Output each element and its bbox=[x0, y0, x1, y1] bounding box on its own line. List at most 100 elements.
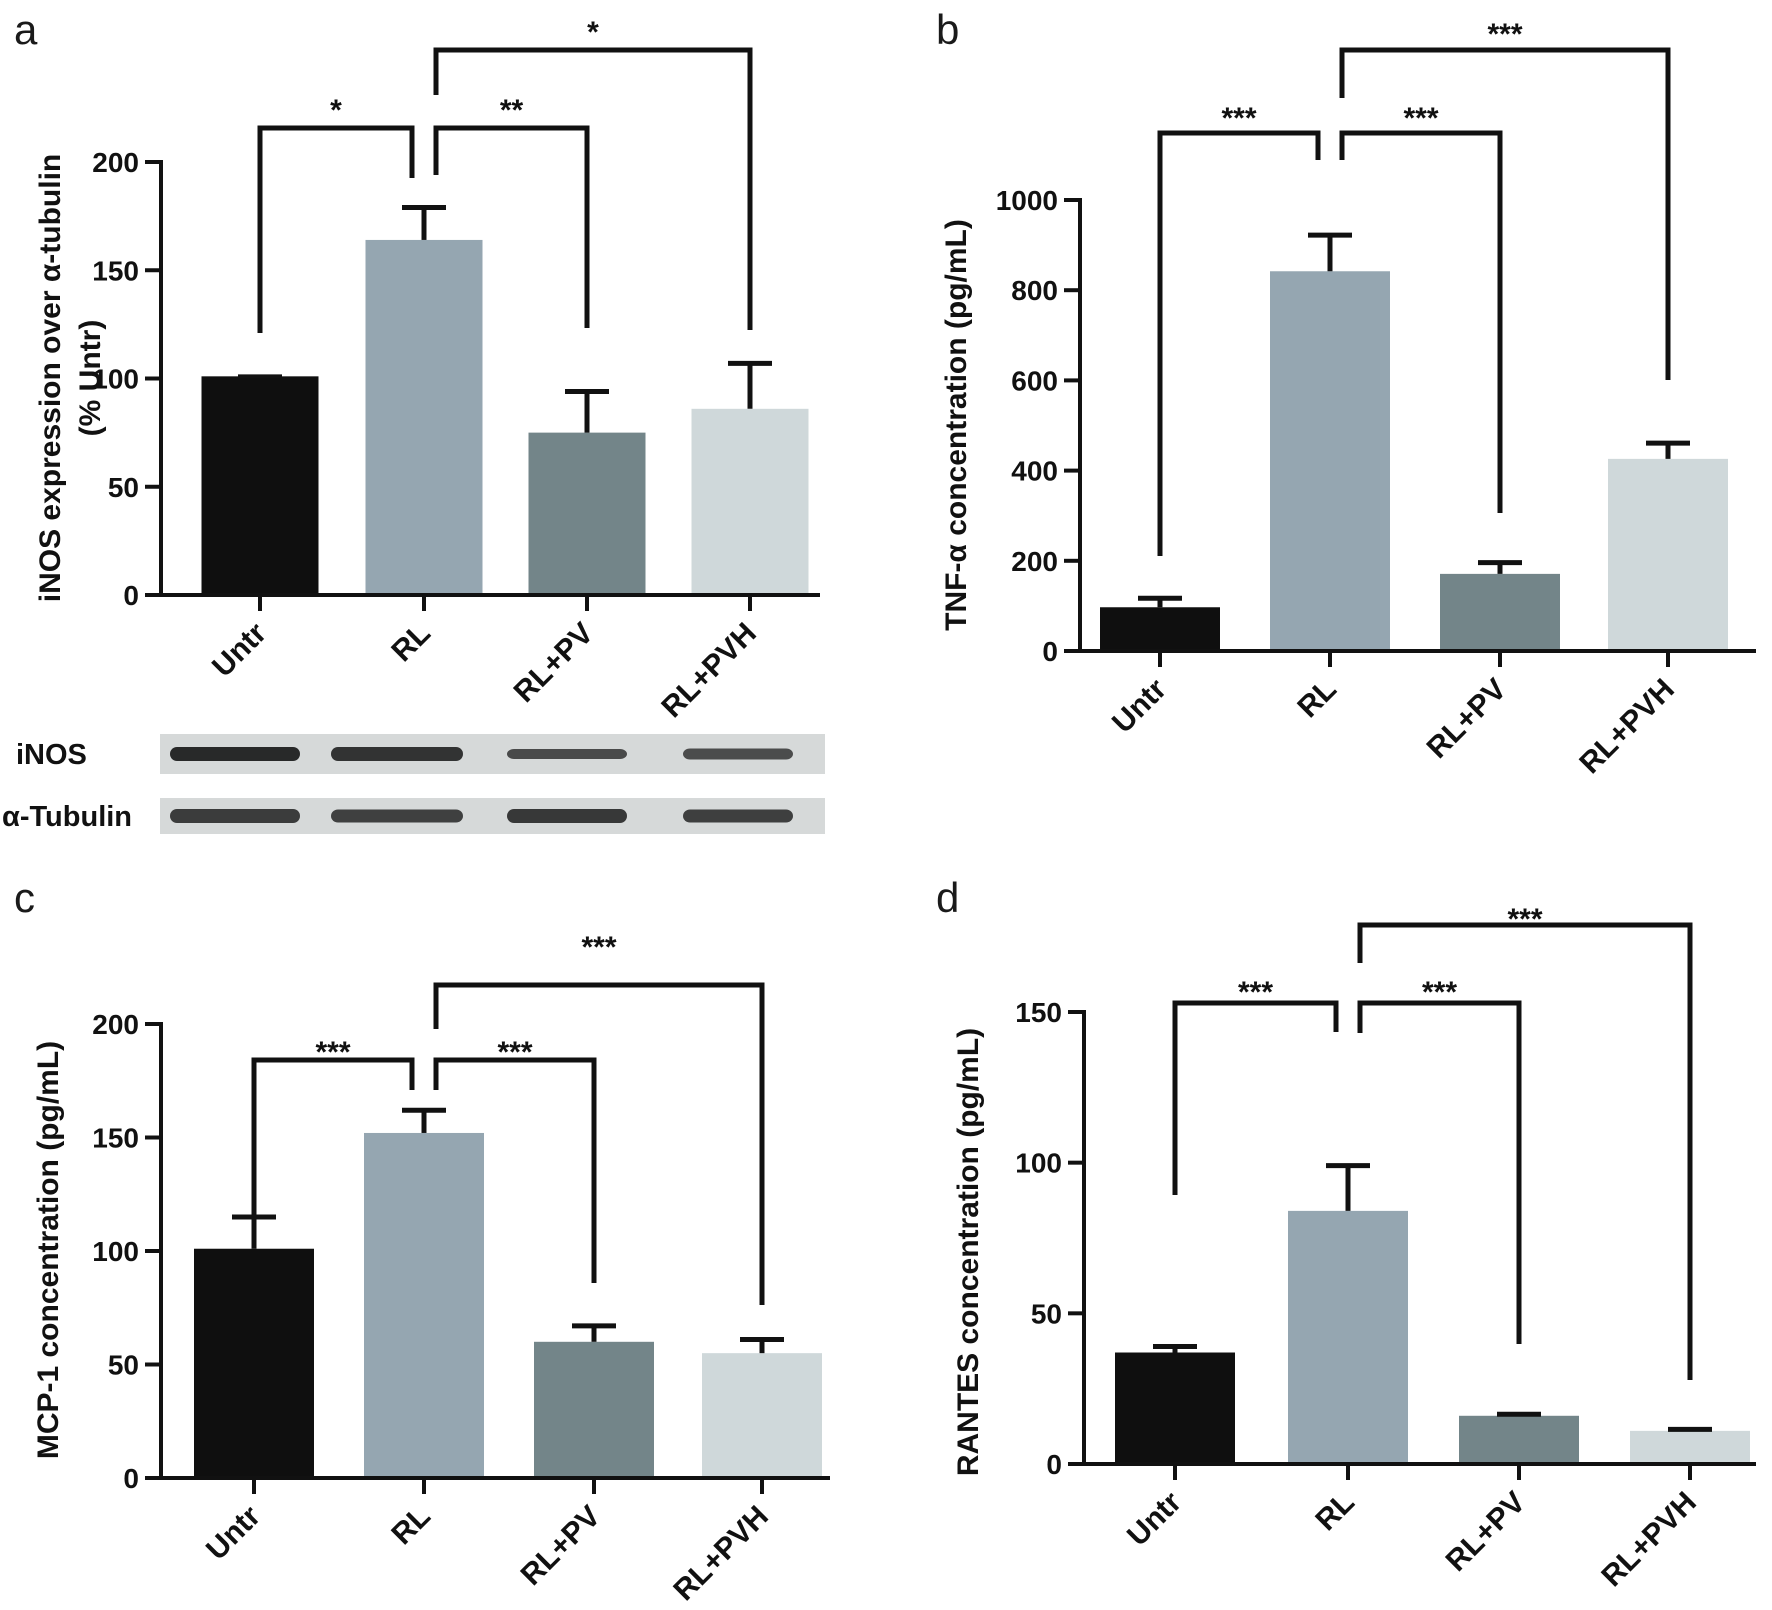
significance-label: *** bbox=[1238, 976, 1273, 1009]
y-axis-label: MCP-1 concentration (pg/mL) bbox=[32, 1041, 65, 1459]
bar-rl-pv bbox=[1459, 1415, 1579, 1464]
x-tick-label: RL+PVH bbox=[655, 617, 763, 725]
significance-bracket bbox=[433, 125, 590, 328]
chart-panel-d: d RANTES concentration (pg/mL) 0 50 100 150 Un… bbox=[936, 874, 1756, 1593]
bar-rl-pvh bbox=[1630, 1430, 1750, 1464]
y-tick-label: 600 bbox=[1011, 365, 1058, 396]
bar-untr bbox=[201, 376, 319, 595]
significance-bracket bbox=[433, 47, 753, 330]
bar-untr bbox=[194, 1248, 314, 1478]
chart-panel-c: c MCP-1 concentration (pg/mL) 0 50 100 150 200… bbox=[14, 874, 830, 1607]
significance-bracket bbox=[251, 1057, 415, 1248]
significance-label: *** bbox=[1422, 976, 1457, 1009]
panel-label: d bbox=[936, 874, 959, 921]
chart-panel-b: b TNF-α concentration (pg/mL) 0 200 400 600 80… bbox=[936, 6, 1756, 780]
x-tick-label: RL+PV bbox=[1421, 673, 1513, 765]
blot-band bbox=[507, 809, 627, 823]
y-tick-label: 200 bbox=[1011, 546, 1058, 577]
x-tick-label: RL+PVH bbox=[1595, 1486, 1703, 1594]
blot-row-label: α-Tubulin bbox=[2, 801, 132, 833]
x-tick-label: RL bbox=[385, 1500, 437, 1552]
significance-bracket bbox=[1172, 1000, 1339, 1195]
panel-label: b bbox=[936, 6, 959, 53]
y-tick-label: 100 bbox=[92, 364, 139, 395]
significance-bracket bbox=[433, 982, 765, 1305]
bar-untr bbox=[1100, 607, 1220, 651]
x-tick-label: RL+PV bbox=[1440, 1486, 1532, 1578]
bar-rl-pvh bbox=[1608, 458, 1728, 651]
bar-rl bbox=[1270, 271, 1390, 651]
x-tick-label: RL+PVH bbox=[667, 1500, 775, 1608]
significance-label: *** bbox=[315, 1036, 350, 1069]
y-tick-label: 0 bbox=[123, 1463, 139, 1494]
bar-rl-pv bbox=[1440, 573, 1560, 651]
y-axis-label: TNF-α concentration (pg/mL) bbox=[940, 219, 973, 631]
y-tick-label: 200 bbox=[92, 1009, 139, 1040]
chart-panel-a: a iNOS expression over α-tubulin (% Untr) 0… bbox=[2, 6, 825, 834]
y-axis-label-secondary: (% Untr) bbox=[74, 320, 107, 437]
significance-label: *** bbox=[581, 931, 616, 964]
blot-band bbox=[331, 747, 463, 761]
bar-rl-pvh bbox=[702, 1353, 822, 1478]
blot-band bbox=[507, 749, 627, 759]
significance-bracket bbox=[1339, 130, 1503, 513]
blot-band bbox=[683, 809, 793, 823]
y-axis-label: iNOS expression over α-tubulin bbox=[34, 154, 67, 603]
y-tick-label: 100 bbox=[92, 1236, 139, 1267]
blot-band bbox=[170, 747, 300, 761]
y-tick-label: 50 bbox=[1031, 1298, 1062, 1329]
panel-label: c bbox=[14, 874, 35, 921]
significance-bracket bbox=[1357, 1000, 1522, 1344]
y-tick-label: 800 bbox=[1011, 275, 1058, 306]
y-tick-label: 200 bbox=[92, 147, 139, 178]
y-tick-label: 0 bbox=[1046, 1449, 1062, 1480]
x-tick-label: RL+PV bbox=[508, 617, 600, 709]
y-tick-label: 50 bbox=[108, 1350, 139, 1381]
blot-row-label: iNOS bbox=[16, 739, 87, 771]
y-tick-label: 150 bbox=[92, 1123, 139, 1154]
significance-label: *** bbox=[1221, 102, 1256, 135]
significance-label: *** bbox=[1507, 903, 1542, 936]
bar-rl bbox=[364, 1132, 484, 1478]
x-tick-label: Untr bbox=[200, 1499, 267, 1566]
blot-band bbox=[683, 748, 793, 760]
x-tick-label: RL bbox=[1291, 673, 1343, 725]
significance-bracket bbox=[1157, 130, 1321, 556]
y-tick-label: 100 bbox=[1015, 1148, 1062, 1179]
bar-rl-pvh bbox=[691, 408, 809, 595]
significance-bracket bbox=[1357, 922, 1693, 1380]
significance-label: *** bbox=[1487, 18, 1522, 51]
x-tick-label: RL+PV bbox=[515, 1500, 607, 1592]
x-tick-label: Untr bbox=[1106, 672, 1173, 739]
y-tick-label: 150 bbox=[92, 255, 139, 286]
significance-label: * bbox=[587, 16, 599, 49]
bar-rl-pv bbox=[534, 1341, 654, 1478]
bar-untr bbox=[1115, 1352, 1235, 1464]
significance-label: *** bbox=[497, 1036, 532, 1069]
blot-band bbox=[170, 809, 300, 823]
significance-label: *** bbox=[1403, 102, 1438, 135]
y-tick-label: 0 bbox=[123, 580, 139, 611]
y-tick-label: 0 bbox=[1042, 636, 1058, 667]
y-axis-label: RANTES concentration (pg/mL) bbox=[952, 1028, 985, 1476]
bar-rl bbox=[365, 239, 483, 595]
y-tick-label: 400 bbox=[1011, 456, 1058, 487]
y-tick-label: 1000 bbox=[996, 185, 1058, 216]
x-tick-label: Untr bbox=[206, 616, 273, 683]
y-tick-label: 50 bbox=[108, 472, 139, 503]
significance-bracket bbox=[257, 125, 415, 333]
significance-bracket bbox=[1339, 47, 1671, 380]
significance-label: ** bbox=[500, 94, 524, 127]
bar-rl-pv bbox=[528, 432, 646, 595]
x-tick-label: Untr bbox=[1121, 1485, 1188, 1552]
blot-band bbox=[331, 809, 463, 823]
y-tick-label: 150 bbox=[1015, 997, 1062, 1028]
panel-label: a bbox=[14, 6, 38, 53]
significance-bracket bbox=[433, 1057, 597, 1283]
x-tick-label: RL+PVH bbox=[1573, 673, 1681, 781]
bar-rl bbox=[1288, 1210, 1408, 1464]
x-tick-label: RL bbox=[385, 617, 437, 669]
x-tick-label: RL bbox=[1309, 1486, 1361, 1538]
significance-label: * bbox=[330, 94, 342, 127]
